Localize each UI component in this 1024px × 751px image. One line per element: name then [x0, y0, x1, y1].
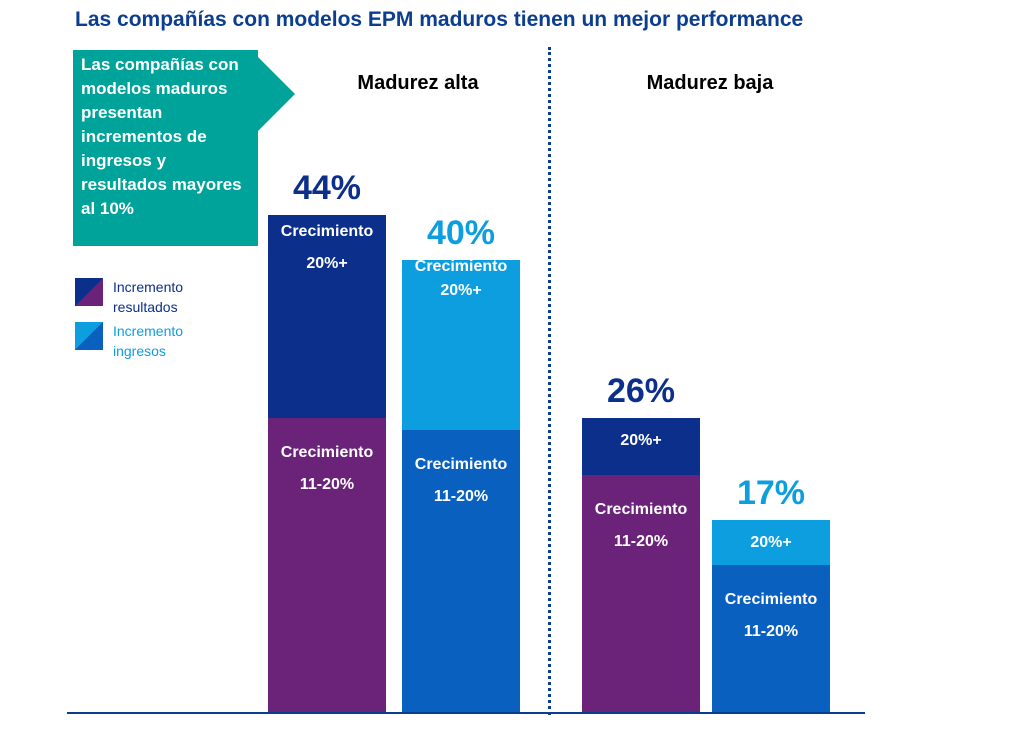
callout-arrow [257, 56, 295, 132]
legend-swatch-income [75, 322, 103, 350]
bar-segment-label: Crecimiento [414, 455, 508, 473]
bar-segment-label: 20%+ [750, 533, 792, 551]
bar-segment-label: Crecimiento [280, 222, 374, 240]
bar-segment-label: Crecimiento [280, 444, 374, 462]
x-axis-line [67, 712, 865, 714]
bar-segment-label: 11-20% [299, 476, 355, 494]
callout-text: Las compañías con modelos maduros presen… [81, 55, 242, 218]
legend-label-income: Incremento ingresos [113, 323, 184, 359]
bar-segment-label: 20%+ [306, 254, 348, 272]
bar-segment-label: Crecimiento [414, 258, 508, 275]
bar-segment [712, 565, 830, 712]
bar-segment-label: Crecimiento [594, 500, 688, 518]
bar-segment [268, 214, 386, 419]
chart-title: Las compañías con modelos EPM maduros ti… [75, 8, 804, 31]
bar-total-label: 17% [736, 473, 806, 512]
bar-segment-label: 11-20% [743, 623, 799, 641]
bar-segment-label: Crecimiento [724, 591, 818, 609]
bar-segment-label: 11-20% [433, 487, 489, 505]
bar-total-label: 40% [426, 214, 496, 252]
legend-label-results: Incremento resultados [113, 279, 184, 315]
group-divider [548, 47, 551, 715]
bar-segment [402, 260, 520, 430]
bar-segment-label: 11-20% [613, 532, 669, 550]
bar-segment [582, 418, 700, 475]
bar-segment [712, 519, 830, 566]
group-label-madurez-baja: Madurez baja [646, 72, 774, 94]
callout-box: Las compañías con modelos maduros presen… [73, 50, 258, 246]
bar-total-label: 44% [292, 168, 362, 207]
bar-segment [402, 429, 520, 712]
legend-swatch-results [75, 278, 103, 306]
bar-segment [582, 474, 700, 712]
bar-segment-label: 20%+ [620, 432, 662, 450]
bar-total-label: 26% [606, 372, 676, 411]
group-label-madurez-alta: Madurez alta [357, 72, 479, 94]
bar-segment [268, 418, 386, 712]
bar-segment-label: 20%+ [440, 282, 482, 299]
